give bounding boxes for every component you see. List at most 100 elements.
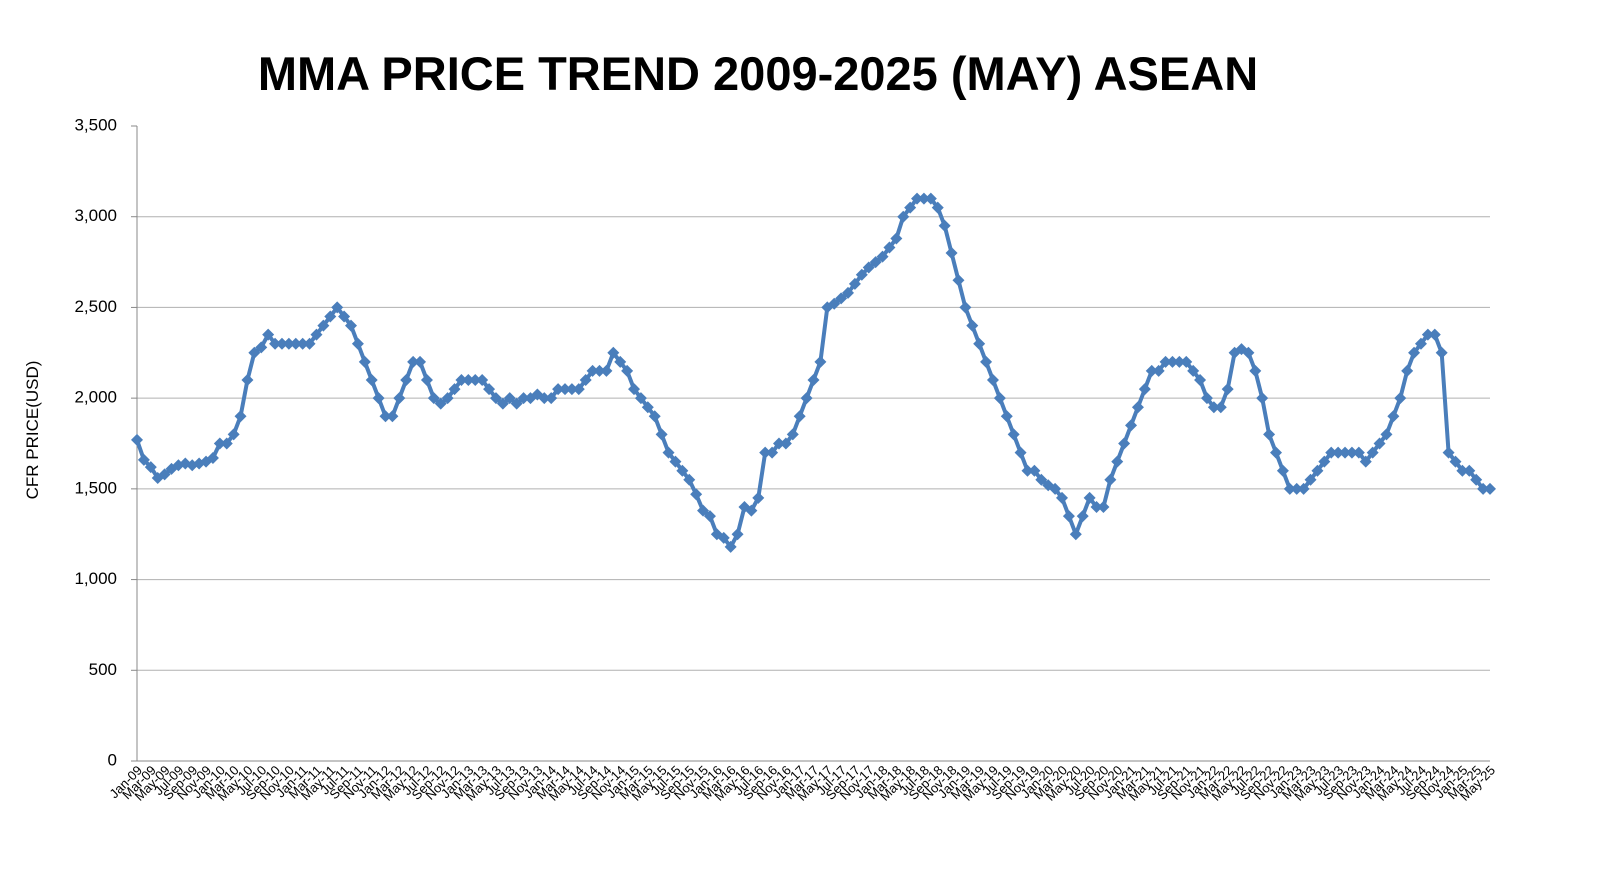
marker: [1394, 392, 1407, 405]
marker: [593, 364, 606, 377]
marker: [206, 452, 219, 465]
marker: [973, 337, 986, 350]
marker: [897, 210, 910, 223]
marker: [1270, 446, 1283, 459]
marker: [1256, 392, 1269, 405]
marker: [1463, 464, 1476, 477]
marker: [1484, 482, 1496, 495]
marker: [1318, 455, 1331, 468]
marker: [400, 374, 413, 386]
y-tick-label: 3,500: [74, 115, 117, 134]
marker: [1325, 446, 1338, 459]
marker: [986, 374, 999, 386]
marker: [634, 392, 647, 405]
marker: [1332, 446, 1345, 459]
marker: [607, 346, 620, 359]
marker: [407, 355, 420, 368]
marker: [303, 337, 316, 350]
marker: [1380, 428, 1393, 441]
marker: [904, 201, 917, 214]
marker: [144, 461, 157, 474]
marker: [1408, 346, 1421, 359]
marker: [697, 504, 710, 517]
marker: [462, 374, 475, 386]
marker: [1477, 482, 1490, 495]
marker: [600, 364, 613, 377]
marker: [1366, 446, 1379, 459]
marker: [476, 374, 489, 386]
marker: [628, 383, 641, 396]
marker: [779, 437, 792, 450]
marker: [1290, 482, 1303, 495]
marker: [952, 274, 965, 287]
marker: [1214, 401, 1227, 414]
marker: [1207, 401, 1220, 414]
marker: [393, 392, 406, 405]
marker: [545, 392, 558, 405]
marker: [1069, 528, 1082, 541]
marker: [275, 337, 288, 350]
marker: [310, 328, 323, 341]
marker: [848, 277, 861, 290]
marker: [1145, 364, 1158, 377]
marker: [917, 192, 930, 205]
marker: [455, 374, 468, 386]
marker: [538, 392, 551, 405]
marker: [1304, 473, 1317, 486]
marker: [1021, 464, 1034, 477]
marker: [807, 374, 820, 386]
marker: [338, 310, 351, 323]
marker: [1062, 510, 1075, 523]
marker: [1104, 473, 1117, 486]
y-tick-label: 1,000: [74, 569, 117, 588]
marker: [1470, 473, 1483, 486]
marker: [372, 392, 385, 405]
marker: [938, 219, 951, 232]
marker: [855, 268, 868, 281]
marker: [911, 192, 924, 205]
marker: [282, 337, 295, 350]
marker: [1056, 491, 1069, 504]
marker: [1090, 501, 1103, 513]
marker: [786, 428, 799, 441]
marker: [317, 319, 330, 332]
marker: [1242, 346, 1255, 359]
marker: [1180, 355, 1193, 368]
marker: [331, 301, 344, 314]
marker: [1000, 410, 1013, 423]
y-tick-label: 500: [89, 660, 117, 679]
marker: [683, 473, 696, 486]
marker: [1456, 464, 1469, 477]
marker: [344, 319, 357, 332]
marker: [1414, 337, 1427, 350]
chart-title: MMA PRICE TREND 2009-2025 (MAY) ASEAN: [258, 47, 1258, 100]
marker: [1263, 428, 1276, 441]
marker: [862, 261, 875, 274]
marker: [441, 392, 454, 405]
marker: [565, 383, 578, 396]
marker: [980, 355, 993, 368]
marker: [1097, 501, 1110, 513]
y-tick-label: 3,000: [74, 206, 117, 225]
marker: [1359, 455, 1372, 468]
marker: [510, 397, 523, 410]
marker: [1111, 455, 1124, 468]
marker: [1083, 491, 1096, 504]
marker: [1200, 392, 1213, 405]
marker: [828, 297, 841, 310]
marker: [289, 337, 302, 350]
marker: [227, 428, 240, 441]
marker: [414, 355, 427, 368]
marker: [1449, 455, 1462, 468]
marker: [213, 437, 226, 450]
marker: [586, 364, 599, 377]
marker: [262, 328, 275, 341]
marker: [1125, 419, 1138, 432]
marker: [324, 310, 337, 323]
marker: [1194, 374, 1207, 386]
marker: [800, 392, 813, 405]
marker: [1221, 383, 1234, 396]
marker: [269, 337, 282, 350]
marker: [379, 410, 392, 423]
